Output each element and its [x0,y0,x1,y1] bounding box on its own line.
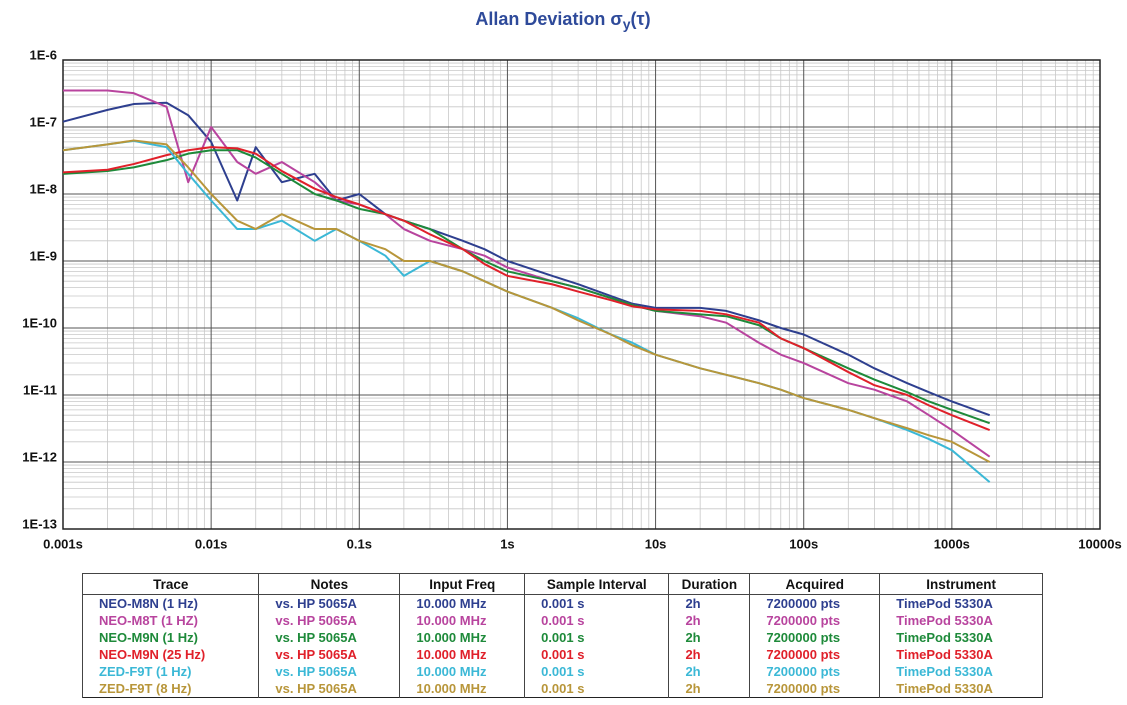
table-cell: 7200000 pts [749,680,881,698]
x-tick-label: 1000s [934,536,970,551]
legend-trace: ZED-F9T (1 Hz) [81,663,260,680]
table-cell: TimePod 5330A [879,594,1043,612]
column-header: Trace [81,573,260,595]
table-row: ZED-F9T (1 Hz) vs. HP 5065A 10.000 MHz 0.00… [81,663,1043,680]
plot-border [62,59,1101,530]
x-tick-label: 0.001s [43,536,83,551]
plot-area [63,60,1100,529]
column-header: Duration [668,573,751,595]
table-cell: 7200000 pts [749,629,881,646]
table-cell: 10.000 MHz [399,629,526,646]
table-cell: vs. HP 5065A [258,629,401,646]
table-cell: TimePod 5330A [879,629,1043,646]
title-main: Allan Deviation σ [475,9,622,29]
table-body: NEO-M8N (1 Hz) vs. HP 5065A 10.000 MHz 0.00… [81,594,1043,698]
column-header: Instrument [879,573,1043,595]
table-cell: vs. HP 5065A [258,594,401,612]
table-cell: 0.001 s [524,594,670,612]
legend-trace: NEO-M8N (1 Hz) [81,594,260,612]
table-cell: vs. HP 5065A [258,663,401,680]
legend-trace: ZED-F9T (8 Hz) [81,680,260,698]
table-cell: 0.001 s [524,612,670,629]
y-tick-label: 1E-8 [30,181,57,196]
y-tick-label: 1E-6 [30,47,57,62]
series-line [62,101,991,417]
x-tick-label: 1s [500,536,514,551]
table-cell: TimePod 5330A [879,663,1043,680]
series-line [62,139,991,463]
x-tick-label: 0.1s [347,536,372,551]
y-tick-label: 1E-13 [22,516,57,531]
y-tick-label: 1E-9 [30,248,57,263]
table-cell: 10.000 MHz [399,612,526,629]
table-cell: 2h [668,612,751,629]
table-cell: 7200000 pts [749,646,881,663]
x-tick-label: 10000s [1078,536,1121,551]
table-cell: 0.001 s [524,629,670,646]
table-cell: 10.000 MHz [399,646,526,663]
table-cell: vs. HP 5065A [258,646,401,663]
legend-trace: NEO-M9N (25 Hz) [81,646,260,663]
y-tick-label: 1E-7 [30,114,57,129]
legend-trace: NEO-M9N (1 Hz) [81,629,260,646]
table-cell: 2h [668,663,751,680]
x-tick-label: 100s [789,536,818,551]
table-cell: 10.000 MHz [399,680,526,698]
table-row: ZED-F9T (8 Hz) vs. HP 5065A 10.000 MHz 0.00… [81,680,1043,698]
table-cell: 10.000 MHz [399,594,526,612]
table-cell: 0.001 s [524,680,670,698]
table-cell: TimePod 5330A [879,612,1043,629]
column-header: Acquired [749,573,881,595]
x-tick-label: 0.01s [195,536,228,551]
table-cell: 7200000 pts [749,594,881,612]
table-cell: 2h [668,680,751,698]
legend-trace: NEO-M8T (1 HZ) [81,612,260,629]
column-header: Input Freq [399,573,526,595]
y-tick-label: 1E-12 [22,449,57,464]
table-cell: 10.000 MHz [399,663,526,680]
table-cell: 7200000 pts [749,663,881,680]
table-cell: 2h [668,629,751,646]
table-cell: TimePod 5330A [879,680,1043,698]
table-cell: 0.001 s [524,646,670,663]
table-cell: TimePod 5330A [879,646,1043,663]
table-header: Trace Notes Input Freq Sample Interval Durat… [81,573,1043,595]
column-header: Sample Interval [524,573,670,595]
x-tick-label: 10s [645,536,667,551]
table-row: NEO-M8T (1 HZ) vs. HP 5065A 10.000 MHz 0.00… [81,612,1043,629]
chart: Allan Deviation σy(τ) 0.001s 0.01s 0.1s 1s 1… [22,9,1121,552]
table-row: NEO-M9N (25 Hz) vs. HP 5065A 10.000 MHz 0.0… [81,646,1043,663]
column-header: Notes [258,573,401,595]
table-row: NEO-M9N (1 Hz) vs. HP 5065A 10.000 MHz 0.00… [81,629,1043,646]
table-cell: 2h [668,646,751,663]
legend-table: Trace Notes Input Freq Sample Interval Durat… [81,573,1043,698]
y-tick-label: 1E-11 [23,382,57,397]
title-subscript: y [623,16,631,32]
table-cell: vs. HP 5065A [258,680,401,698]
table-cell: 7200000 pts [749,612,881,629]
table-cell: vs. HP 5065A [258,612,401,629]
chart-title: Allan Deviation σy(τ) [475,9,650,32]
title-suffix: (τ) [631,9,651,29]
table-cell: 2h [668,594,751,612]
series-line [63,89,991,458]
table-cell: 0.001 s [524,663,670,680]
y-tick-label: 1E-10 [22,315,57,330]
series-line [62,146,991,431]
series-line [62,149,991,425]
table-row: NEO-M8N (1 Hz) vs. HP 5065A 10.000 MHz 0.00… [81,594,1043,612]
